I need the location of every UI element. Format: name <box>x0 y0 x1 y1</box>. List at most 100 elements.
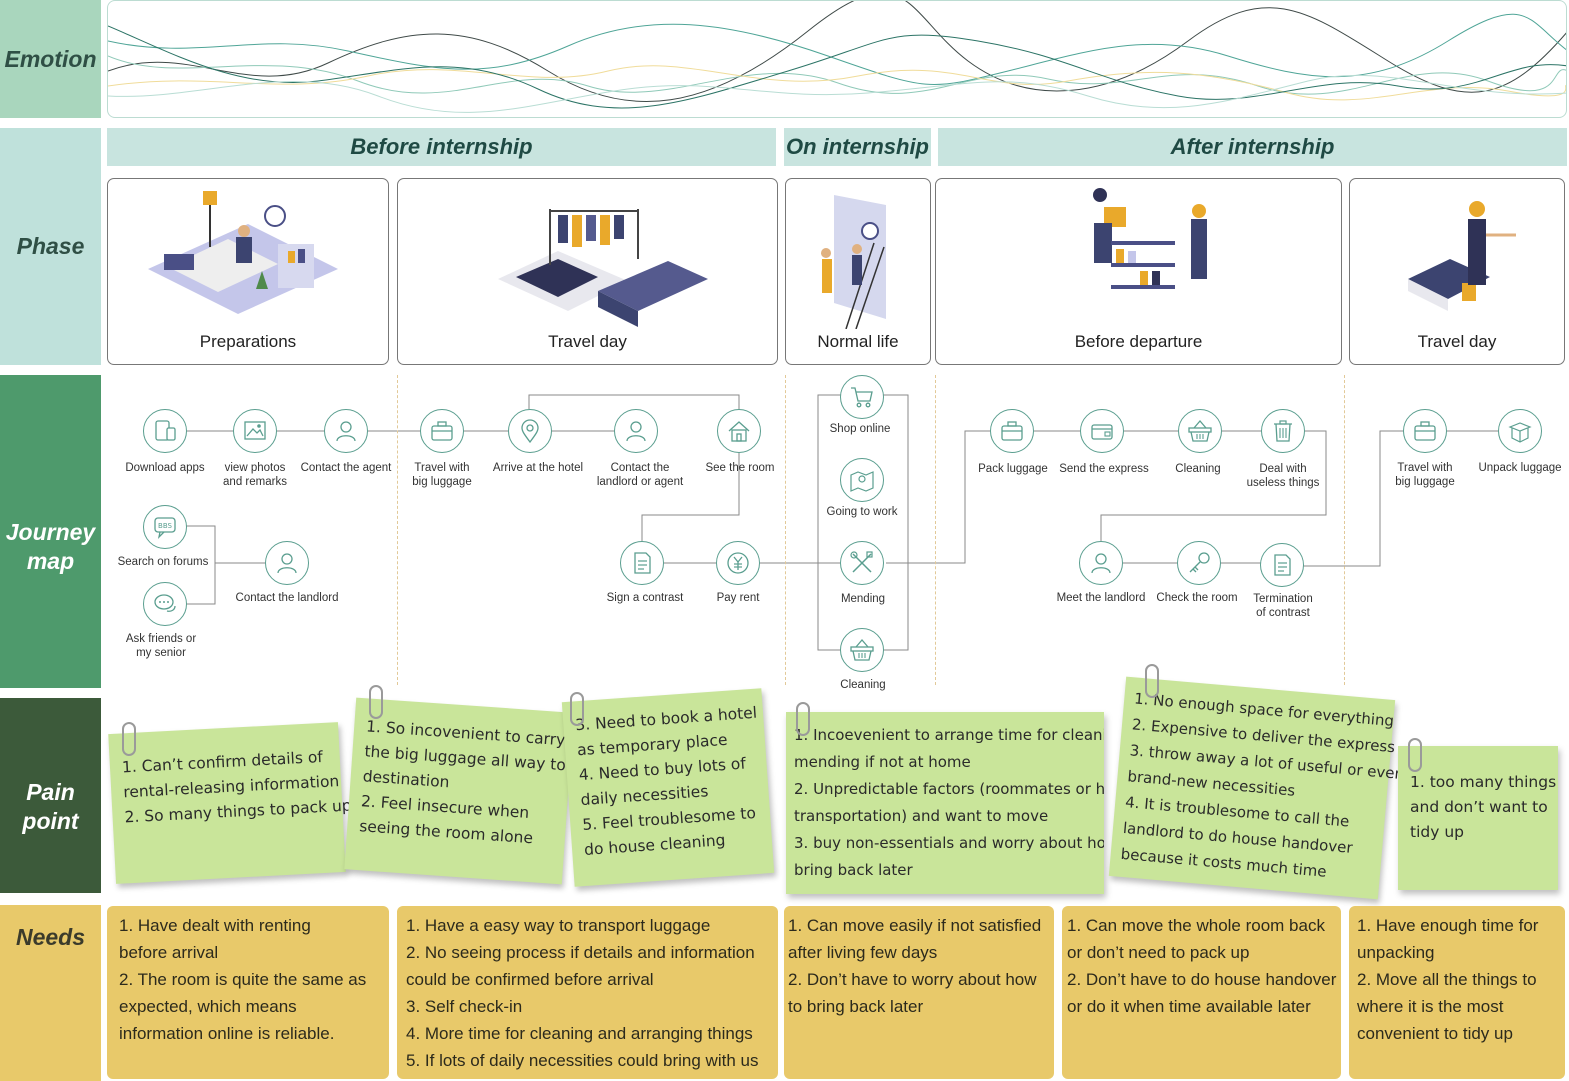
node-pay-rent <box>716 541 760 585</box>
divider-1 <box>397 375 398 685</box>
node-travel-luggage-2 <box>1403 409 1447 453</box>
needs-3-line-4: to bring back later <box>788 997 924 1016</box>
label-deal-useless-line1: Deal with <box>1259 463 1307 475</box>
node-pack-luggage <box>990 409 1034 453</box>
basket-icon <box>850 639 874 661</box>
pain-4-line-3: 2. Unpredictable factors (roommates or h… <box>794 780 1104 798</box>
label-pack-luggage: Pack luggage <box>978 463 1048 475</box>
emotion-label-text: Emotion <box>4 45 97 72</box>
pain-note-4: 1. Incoevenient to arrange time for clea… <box>786 712 1104 894</box>
divider-3 <box>935 375 936 685</box>
emotion-curve-6 <box>108 74 1566 113</box>
label-contact-landlord-agent: Contact the landlord or agent <box>570 461 710 489</box>
needs-4-line-2: or don’t need to pack up <box>1067 943 1250 962</box>
label-travel-luggage-1-line1: Travel with <box>414 462 470 474</box>
label-ask-friends: Ask friends or my senior <box>91 632 231 660</box>
node-contact-landlord <box>265 541 309 585</box>
person-icon <box>277 553 297 574</box>
node-search-forums: BBS <box>143 505 187 549</box>
node-travel-luggage-1 <box>420 409 464 453</box>
phase-row-label: Phase <box>0 128 101 365</box>
label-deal-useless-line2: useless things <box>1246 477 1320 489</box>
needs-1-line-2: before arrival <box>119 943 219 962</box>
suitcase-icon <box>1001 421 1023 441</box>
bbs-icon-text: BBS <box>158 522 172 530</box>
suitcase-icon <box>431 421 453 441</box>
label-pay-rent: Pay rent <box>716 592 760 604</box>
node-view-photos <box>233 409 277 453</box>
emotion-curve-5 <box>108 25 1566 109</box>
pain-6-line-2: and don’t want to <box>1410 798 1548 816</box>
phase-before-internship: Before internship <box>107 128 776 166</box>
basket-icon <box>1188 420 1212 442</box>
needs-box-1: 1. Have dealt with renting before arriva… <box>107 906 389 1079</box>
pain-note-2: 1. So incovenient to carry the big lugga… <box>344 697 574 885</box>
label-download-apps: Download apps <box>125 462 205 474</box>
pain-label-line-2: point <box>22 807 79 834</box>
label-deal-useless: Deal with useless things <box>1213 462 1353 490</box>
pain-4-line-1: 1. Incoevenient to arrange time for clea… <box>794 726 1104 744</box>
needs-3-line-2: after living few days <box>788 943 938 962</box>
label-view-photos-line1: view photos <box>224 462 286 474</box>
label-contact-landlord-agent-line1: Contact the <box>610 462 670 474</box>
person-icon <box>626 421 646 442</box>
needs-3-line-3: 2. Don’t have to worry about how <box>788 970 1037 989</box>
needs-5-line-4: where it is the most <box>1357 997 1504 1016</box>
label-termination-line1: Termination <box>1253 593 1313 605</box>
pain-6-line-3: tidy up <box>1410 823 1464 841</box>
label-check-room: Check the room <box>1156 592 1238 604</box>
emotion-curve-4 <box>108 65 1566 101</box>
label-termination: Termination of contrast <box>1213 592 1353 620</box>
node-check-room <box>1177 541 1221 585</box>
phase-after-internship: After internship <box>938 128 1567 166</box>
card-normal-life: Normal life <box>785 178 931 365</box>
suitcase-icon <box>1414 421 1436 441</box>
node-mending <box>840 541 884 585</box>
pain-label-line-1: Pain <box>26 778 75 805</box>
emotion-row-label: Emotion <box>0 0 101 118</box>
trash-icon <box>1274 420 1292 442</box>
paperclip-icon <box>1408 738 1422 772</box>
needs-1-line-5: information online is reliable. <box>119 1024 335 1043</box>
pain-note-3: 3. Need to book a hotel as temporary pla… <box>561 688 775 887</box>
phase-on-label: On internship <box>786 134 929 159</box>
node-unpack-luggage <box>1498 409 1542 453</box>
label-cleaning-1: Cleaning <box>840 679 886 691</box>
needs-5-line-5: convenient to tidy up <box>1357 1024 1513 1043</box>
label-arrive-hotel: Arrive at the hotel <box>492 462 584 474</box>
needs-label-text: Needs <box>15 924 86 950</box>
before-departure-illustration <box>1093 188 1207 289</box>
pain-4-line-5: 3. buy non-essentials and worry about ho… <box>794 834 1104 852</box>
open-box-icon <box>1508 422 1532 443</box>
label-travel-luggage-2: Travel with big luggage <box>1355 461 1495 489</box>
pain-note-1: 1. Can’t confirm details of rental-relea… <box>108 722 352 884</box>
node-cleaning-2 <box>1178 409 1222 453</box>
paperclip-icon <box>369 685 383 719</box>
label-meet-landlord: Meet the landlord <box>1056 592 1146 604</box>
label-travel-luggage-1: Travel with big luggage <box>372 461 512 489</box>
needs-1-line-1: 1. Have dealt with renting <box>119 916 311 935</box>
card-travel-day-after: Travel day <box>1349 178 1565 365</box>
needs-1-line-3: 2. The room is quite the same as <box>119 970 367 989</box>
paperclip-icon <box>122 722 136 756</box>
pain-4-line-4: transportation) and want to move <box>794 807 1049 825</box>
needs-box-5: 1. Have enough time for unpacking 2. Mov… <box>1349 906 1565 1079</box>
label-shop-online: Shop online <box>829 423 891 435</box>
label-contact-landlord-agent-line2: landlord or agent <box>596 476 684 488</box>
node-ask-friends <box>143 582 187 626</box>
needs-2-line-3: could be confirmed before arrival <box>406 970 654 989</box>
label-see-room: See the room <box>705 462 775 474</box>
label-sign-contract: Sign a contrast <box>606 592 684 604</box>
house-icon <box>728 421 750 442</box>
pain-note-6: 1. too many things and don’t want to tid… <box>1398 746 1558 890</box>
tools-icon <box>850 551 873 573</box>
card-travel-day-before-label: Travel day <box>548 332 627 351</box>
pain-note-5: 1. No enough space for everything 2. Exp… <box>1108 676 1405 900</box>
phase-on-internship: On internship <box>784 128 931 166</box>
needs-5-line-3: 2. Move all the things to <box>1357 970 1537 989</box>
journey-row-label: Journey map <box>0 375 101 688</box>
card-normal-life-label: Normal life <box>817 332 899 351</box>
needs-4-line-1: 1. Can move the whole room back <box>1067 916 1325 935</box>
card-preparations-label: Preparations <box>199 332 297 351</box>
node-deal-useless <box>1261 409 1305 453</box>
